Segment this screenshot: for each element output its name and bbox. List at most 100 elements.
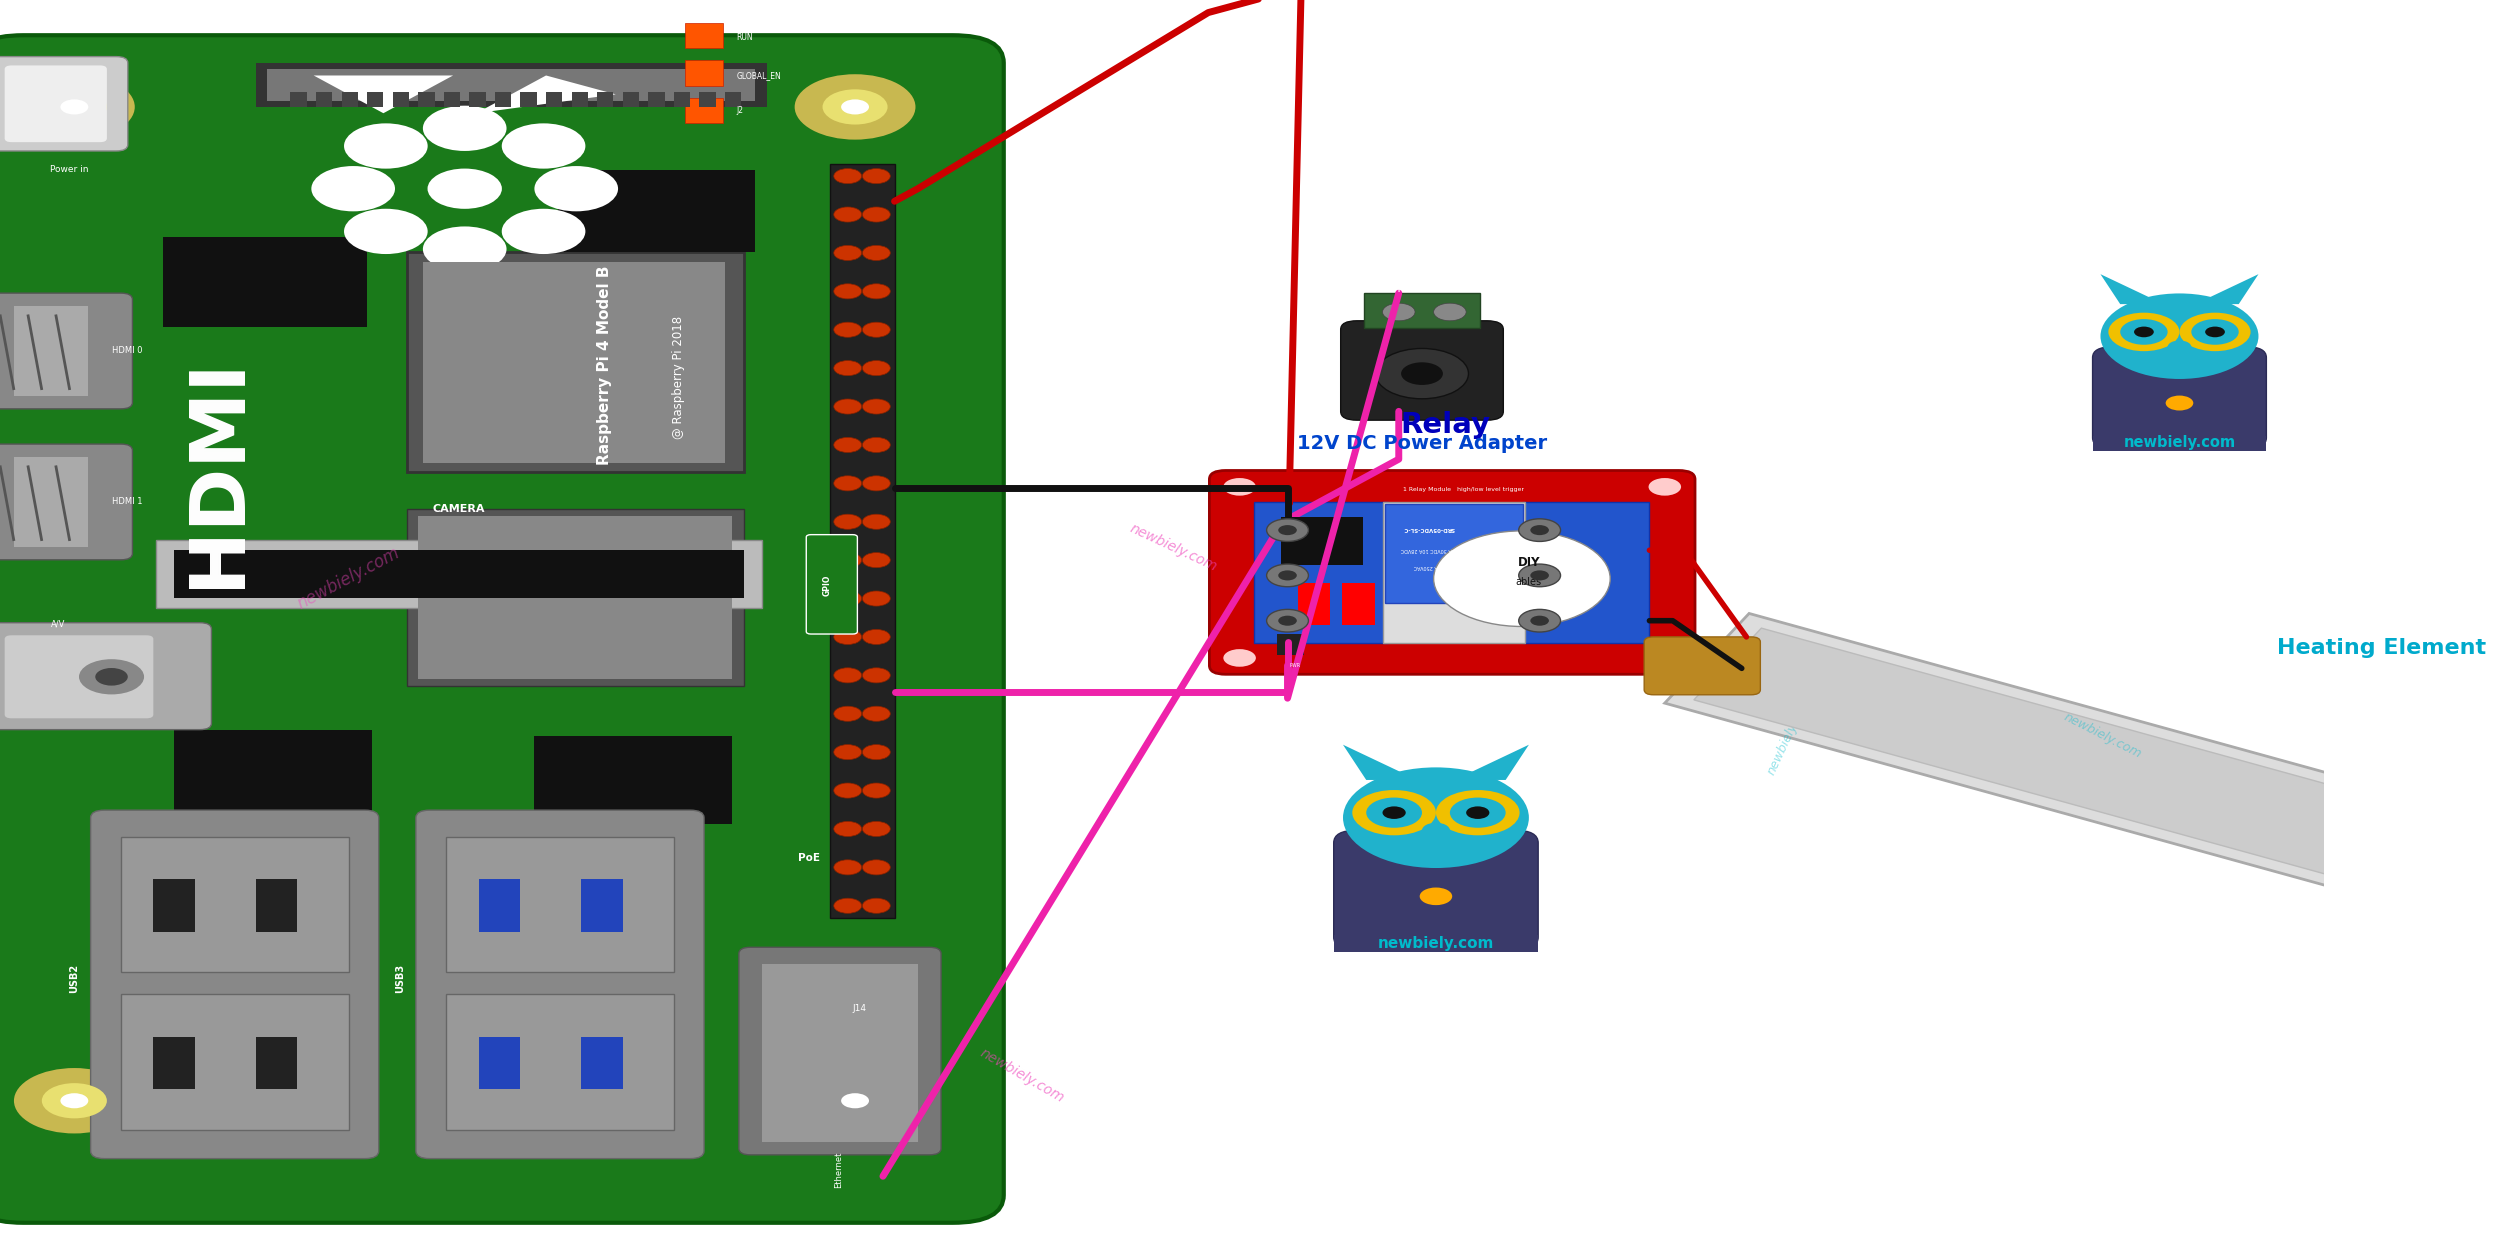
Bar [1524, 502, 1649, 643]
Circle shape [833, 284, 860, 299]
Bar [152, 1037, 195, 1089]
Bar [15, 306, 87, 396]
Circle shape [833, 706, 860, 721]
Circle shape [60, 1093, 87, 1108]
Bar [446, 837, 673, 972]
FancyBboxPatch shape [0, 444, 132, 560]
Bar [15, 457, 87, 547]
Circle shape [863, 552, 890, 567]
Circle shape [1531, 525, 1549, 535]
Circle shape [501, 123, 586, 169]
Bar [1254, 502, 1387, 643]
Circle shape [1267, 609, 1309, 632]
Bar [419, 92, 434, 107]
Polygon shape [476, 75, 616, 113]
Circle shape [863, 361, 890, 376]
Circle shape [833, 399, 860, 414]
Bar [686, 60, 723, 86]
Bar [726, 92, 741, 107]
Circle shape [534, 166, 619, 211]
FancyBboxPatch shape [0, 623, 212, 730]
FancyBboxPatch shape [416, 810, 703, 1159]
Bar [152, 879, 195, 932]
Bar [469, 92, 486, 107]
Text: CAMERA: CAMERA [431, 504, 486, 515]
Circle shape [1649, 478, 1681, 496]
FancyBboxPatch shape [1644, 637, 1761, 694]
Circle shape [863, 668, 890, 683]
Text: HDMI 1: HDMI 1 [112, 497, 142, 507]
Circle shape [1267, 518, 1309, 541]
Circle shape [2100, 293, 2260, 379]
Circle shape [833, 821, 860, 837]
Circle shape [863, 322, 890, 337]
Bar [175, 730, 372, 818]
Text: newbiely.com: newbiely.com [1377, 936, 1494, 951]
Bar [444, 92, 459, 107]
FancyBboxPatch shape [0, 57, 127, 151]
Bar [407, 252, 743, 472]
Circle shape [15, 74, 135, 140]
Circle shape [1402, 362, 1444, 385]
Circle shape [863, 284, 890, 299]
Circle shape [1519, 609, 1561, 632]
Bar [763, 964, 918, 1142]
Circle shape [424, 106, 506, 151]
Circle shape [840, 99, 868, 114]
Circle shape [833, 208, 860, 223]
Polygon shape [1693, 628, 2464, 894]
Circle shape [840, 1093, 868, 1108]
Text: @ Raspberry Pi 2018: @ Raspberry Pi 2018 [671, 316, 686, 439]
Text: GPIO: GPIO [823, 575, 831, 595]
FancyBboxPatch shape [90, 810, 379, 1159]
Circle shape [833, 668, 860, 683]
Text: J14: J14 [853, 1004, 868, 1014]
Bar [698, 92, 716, 107]
FancyBboxPatch shape [2092, 347, 2267, 448]
FancyBboxPatch shape [1342, 321, 1504, 420]
Circle shape [833, 552, 860, 567]
Bar [479, 1037, 521, 1089]
Circle shape [1649, 649, 1681, 667]
Circle shape [1466, 806, 1489, 819]
Circle shape [1519, 518, 1561, 541]
Text: 1 Relay Module   high/low level trigger: 1 Relay Module high/low level trigger [1404, 487, 1524, 492]
Bar [342, 92, 357, 107]
FancyBboxPatch shape [738, 947, 940, 1155]
Circle shape [1352, 790, 1437, 835]
Circle shape [426, 169, 501, 209]
Circle shape [863, 476, 890, 491]
Bar [289, 92, 307, 107]
Circle shape [863, 629, 890, 644]
Bar [571, 92, 589, 107]
Text: HDMI: HDMI [182, 356, 254, 587]
Circle shape [833, 515, 860, 530]
Bar [1384, 502, 1526, 643]
Text: Ethernet: Ethernet [835, 1152, 843, 1188]
Bar [624, 92, 638, 107]
Circle shape [833, 629, 860, 644]
Circle shape [833, 591, 860, 606]
Text: +: + [1447, 284, 1454, 294]
FancyBboxPatch shape [806, 535, 858, 634]
Circle shape [833, 322, 860, 337]
Circle shape [1279, 615, 1297, 625]
Circle shape [1419, 888, 1452, 905]
Circle shape [833, 859, 860, 874]
Circle shape [833, 745, 860, 760]
Circle shape [863, 821, 890, 837]
FancyBboxPatch shape [0, 293, 132, 409]
Circle shape [863, 438, 890, 453]
Circle shape [2167, 341, 2192, 353]
Bar [317, 92, 332, 107]
Bar [155, 540, 763, 608]
Bar [446, 994, 673, 1130]
Circle shape [1279, 525, 1297, 535]
Circle shape [42, 89, 107, 125]
Polygon shape [2100, 274, 2165, 304]
Bar [521, 92, 536, 107]
Circle shape [796, 74, 915, 140]
Bar [1282, 517, 1362, 565]
Circle shape [2205, 327, 2225, 337]
Text: newbiely.com: newbiely.com [1766, 694, 1813, 777]
